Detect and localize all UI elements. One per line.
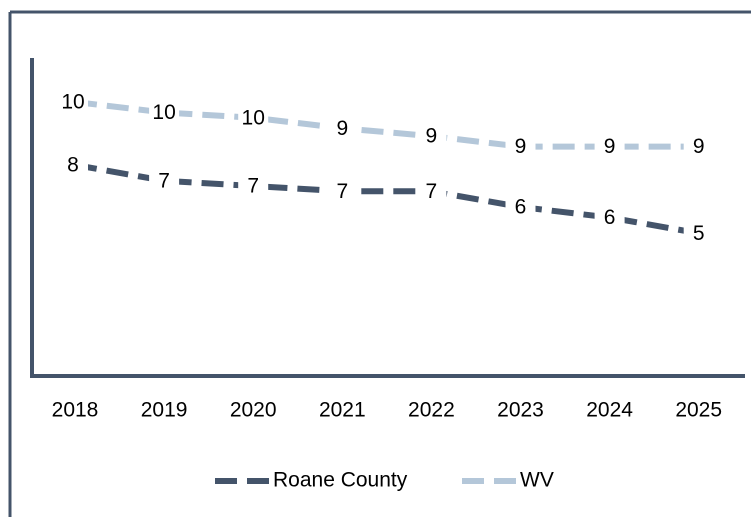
label-background: [327, 116, 358, 141]
data-label: 7: [247, 175, 259, 198]
x-tick-label: 2020: [230, 399, 277, 422]
label-background: [327, 179, 358, 204]
label-background: [594, 134, 625, 159]
label-background: [594, 205, 625, 230]
label-background: [58, 90, 88, 114]
label-background: [238, 174, 269, 198]
label-background: [505, 134, 536, 159]
data-label: 6: [604, 206, 616, 229]
label-background: [149, 100, 180, 125]
data-label: 8: [67, 154, 79, 177]
data-label: 5: [693, 222, 705, 245]
label-background: [238, 105, 269, 130]
x-tick-label: 2024: [586, 399, 633, 422]
label-background: [58, 153, 88, 177]
x-tick-label: 2019: [141, 399, 188, 422]
data-label: 9: [515, 135, 527, 158]
data-label: 7: [158, 169, 170, 192]
x-tick-label: 2022: [408, 399, 455, 422]
x-tick-label: 2021: [319, 399, 366, 422]
data-label: 7: [336, 180, 348, 203]
data-label: 9: [336, 117, 348, 140]
x-tick-label: 2025: [675, 399, 722, 422]
legend-label: WV: [520, 469, 554, 492]
label-background: [149, 168, 180, 193]
legend-label: Roane County: [273, 469, 408, 492]
x-tick-label: 2018: [52, 399, 99, 422]
data-label: 9: [604, 135, 616, 158]
data-label: 9: [426, 125, 438, 148]
label-background: [683, 221, 714, 246]
label-background: [416, 179, 447, 204]
data-label: 9: [693, 135, 705, 158]
data-label: 6: [515, 196, 527, 219]
label-background: [416, 124, 447, 149]
label-background: [505, 195, 536, 219]
data-label: 10: [152, 101, 175, 124]
label-background: [683, 134, 714, 159]
data-label: 10: [61, 91, 84, 114]
data-label: 7: [426, 180, 438, 203]
x-tick-label: 2023: [497, 399, 544, 422]
data-label: 10: [242, 106, 265, 129]
